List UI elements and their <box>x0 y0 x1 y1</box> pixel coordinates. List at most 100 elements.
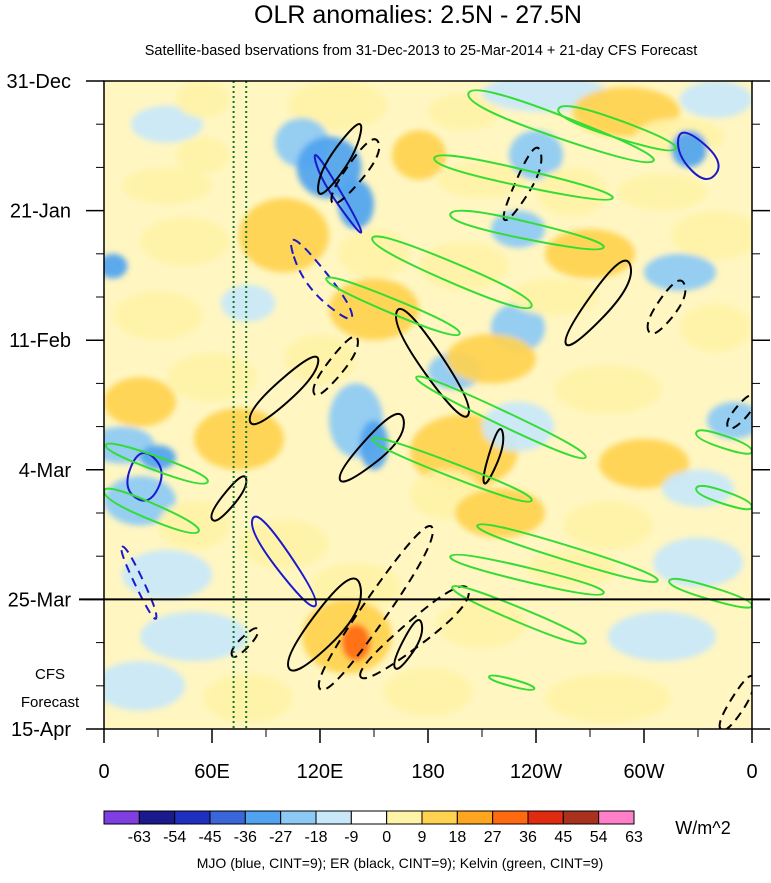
colorbar-swatch <box>280 810 317 825</box>
positive-anomaly-blob <box>671 210 752 260</box>
negative-anomaly-blob <box>338 179 374 230</box>
negative-anomaly-blob <box>680 81 752 119</box>
colorbar-label: -9 <box>344 829 358 846</box>
negative-anomaly-blob <box>482 401 554 452</box>
er-contour <box>393 619 424 670</box>
positive-anomaly-blob <box>284 334 356 384</box>
x-tick-label: 60W <box>623 761 664 783</box>
er-contour <box>646 279 687 335</box>
kelvin-contour <box>371 436 533 503</box>
kelvin-contour <box>433 154 614 201</box>
positive-anomaly-blob <box>194 408 284 470</box>
er-contour <box>287 577 362 672</box>
kelvin-contour <box>668 577 752 609</box>
positive-anomaly-blob <box>167 352 257 402</box>
colorbar-swatch <box>315 810 352 825</box>
kelvin-contour <box>467 89 655 164</box>
er-contour <box>338 412 405 483</box>
colorbar-swatch <box>209 810 246 825</box>
colorbar-label: 63 <box>625 829 643 846</box>
positive-anomaly-blob <box>599 438 689 489</box>
colorbar-label: -45 <box>198 829 221 846</box>
negative-anomaly-blob <box>104 661 185 711</box>
positive-anomaly-blob <box>140 216 230 267</box>
reference-lines <box>232 81 248 729</box>
chart-subtitle: Satellite-based bservations from 31-Dec-… <box>145 43 697 59</box>
y-tick-label: 21-Jan <box>10 201 71 223</box>
colorbar-swatch <box>138 810 176 825</box>
positive-anomaly-blob <box>446 334 536 384</box>
positive-anomaly-blob <box>341 624 371 662</box>
positive-anomaly-blob <box>527 550 617 588</box>
kelvin-contour <box>104 442 209 485</box>
y-tick-label: 15-Apr <box>11 719 71 741</box>
kelvin-contour <box>488 674 536 691</box>
kelvin-contour <box>371 235 533 310</box>
mjo-contour <box>290 238 354 320</box>
kelvin-contour <box>476 523 659 584</box>
negative-anomaly-blob <box>707 401 752 439</box>
positive-anomaly-blob <box>509 278 599 316</box>
x-axis: 0 60E 120E 180 120W 60W 0 <box>98 729 758 783</box>
negative-anomaly-blob <box>131 105 203 143</box>
negative-anomaly-blob <box>104 253 128 279</box>
colorbar-label: 9 <box>418 829 427 846</box>
positive-anomaly-blob <box>554 364 662 415</box>
negative-anomaly-blob <box>140 611 248 662</box>
colorbar-label: 18 <box>448 829 466 846</box>
negative-anomaly-blob <box>122 550 212 600</box>
negative-anomaly-blob <box>644 253 716 291</box>
chart-title: OLR anomalies: 2.5N - 27.5N <box>254 1 582 29</box>
legend-note: MJO (blue, CINT=9); ER (black, CINT=9); … <box>197 855 604 871</box>
forecast-label-line2: Forecast <box>21 694 80 711</box>
colorbar-swatch <box>598 810 635 825</box>
colorbar-swatch <box>244 810 282 825</box>
colorbar-swatch <box>174 810 211 825</box>
positive-anomaly-blob <box>392 130 446 180</box>
positive-anomaly-blob <box>203 673 293 723</box>
positive-anomaly-blob <box>122 167 212 205</box>
colorbar-label: -18 <box>304 829 327 846</box>
x-tick-label: 120E <box>297 761 344 783</box>
positive-anomaly-blob <box>563 500 653 551</box>
colorbar-swatch <box>386 810 423 825</box>
forecast-label-line1: CFS <box>35 666 65 683</box>
kelvin-contour <box>449 209 605 251</box>
negative-anomaly-blob <box>296 136 362 199</box>
colorbar-swatch <box>103 810 140 825</box>
colorbar-swatch <box>492 810 529 825</box>
negative-anomaly-blob <box>509 130 563 180</box>
er-contour <box>330 138 381 205</box>
positive-anomaly-blob <box>428 93 500 131</box>
x-tick-label: 0 <box>98 761 109 783</box>
positive-anomaly-blob <box>329 278 419 341</box>
y-tick-label: 11-Feb <box>9 330 71 352</box>
colorbar-label: 36 <box>519 829 537 846</box>
positive-anomaly-blob <box>338 229 410 279</box>
positive-anomaly-blob <box>617 173 707 211</box>
er-contour <box>317 123 363 195</box>
positive-anomaly-blob <box>545 673 671 723</box>
colorbar-swatch <box>350 810 388 825</box>
x-tick-label: 0 <box>746 761 757 783</box>
positive-anomaly-blob <box>176 136 230 174</box>
negative-anomaly-blob <box>662 469 734 507</box>
x-tick-label: 120W <box>510 761 562 783</box>
kelvin-contour <box>325 276 461 337</box>
colorbar-label: 0 <box>382 829 391 846</box>
x-tick-label: 60E <box>194 761 230 783</box>
er-contour <box>312 335 359 397</box>
kelvin-contour <box>695 484 752 511</box>
colorbar-label: -27 <box>269 829 292 846</box>
positive-anomaly-blob <box>104 377 176 427</box>
mjo-contour <box>313 154 363 234</box>
negative-anomaly-blob <box>653 537 743 588</box>
positive-anomaly-blob <box>536 167 608 217</box>
colorbar-swatch <box>562 810 600 825</box>
kelvin-contour <box>695 429 752 455</box>
kelvin-contour <box>104 487 200 535</box>
er-contour <box>210 475 248 522</box>
kelvin-contour <box>557 105 677 152</box>
mjo-contour <box>120 545 158 620</box>
